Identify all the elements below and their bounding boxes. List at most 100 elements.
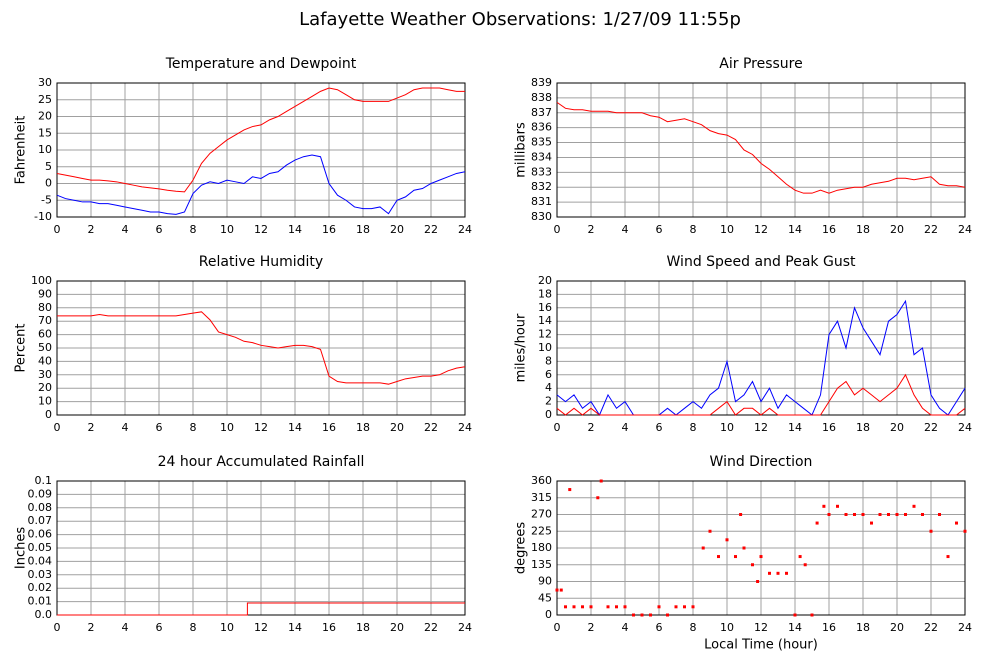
x-tick-label: 18 <box>356 421 370 434</box>
point <box>963 529 967 533</box>
x-tick-label: 24 <box>958 421 972 434</box>
x-tick-label: 16 <box>322 421 336 434</box>
y-tick-label: 100 <box>31 274 52 287</box>
series-line <box>556 299 966 417</box>
x-tick-label: 12 <box>754 621 768 634</box>
y-tick-label: 225 <box>531 524 552 537</box>
point <box>599 479 603 483</box>
y-tick-label: -10 <box>34 210 52 223</box>
point <box>674 605 678 609</box>
x-tick-label: 6 <box>156 421 163 434</box>
y-tick-label: 30 <box>38 76 52 89</box>
x-tick-label: 6 <box>656 223 663 236</box>
point <box>810 613 814 617</box>
x-tick-label: 12 <box>754 223 768 236</box>
series-line <box>56 154 466 215</box>
y-tick-label: 12 <box>538 328 552 341</box>
y-axis-label: Inches <box>14 527 29 569</box>
y-tick-label: 50 <box>38 341 52 354</box>
y-tick-label: 0.1 <box>35 474 53 487</box>
y-tick-label: 0 <box>45 177 52 190</box>
y-tick-label: 837 <box>531 106 552 119</box>
y-tick-label: 315 <box>531 491 552 504</box>
point <box>793 613 797 617</box>
x-tick-label: 18 <box>356 223 370 236</box>
y-tick-label: 836 <box>531 121 552 134</box>
point <box>691 605 695 609</box>
plot-frame <box>56 82 466 218</box>
series-line <box>556 373 966 416</box>
y-tick-label: 0.08 <box>28 501 53 514</box>
x-tick-label: 6 <box>656 421 663 434</box>
y-tick-label: 0.06 <box>28 528 53 541</box>
y-axis-label: millibars <box>514 122 529 178</box>
point <box>836 504 839 508</box>
y-tick-label: 80 <box>38 301 52 314</box>
point <box>623 605 627 609</box>
x-tick-label: 10 <box>220 223 234 236</box>
y-tick-label: 832 <box>531 180 552 193</box>
y-tick-label: 834 <box>531 150 552 163</box>
y-tick-label: 10 <box>538 341 552 354</box>
x-tick-label: 8 <box>690 421 697 434</box>
x-tick-label: 8 <box>190 621 197 634</box>
x-tick-label: 2 <box>588 421 595 434</box>
x-tick-label: 24 <box>958 223 972 236</box>
x-tick-label: 24 <box>458 421 472 434</box>
x-tick-label: 0 <box>554 421 561 434</box>
x-tick-label: 14 <box>288 421 302 434</box>
series-line <box>57 311 466 385</box>
x-tick-label: 0 <box>554 223 561 236</box>
point <box>666 613 669 617</box>
series-line <box>56 87 465 193</box>
point <box>827 513 831 516</box>
point <box>768 571 771 575</box>
x-tick-label: 14 <box>788 421 802 434</box>
point <box>734 555 737 559</box>
x-tick-label: 20 <box>890 621 904 634</box>
point <box>904 513 907 516</box>
x-tick-label: 24 <box>958 621 972 634</box>
x-tick-label: 8 <box>190 421 197 434</box>
x-axis-label: Local Time (hour) <box>704 638 818 653</box>
x-tick-label: 14 <box>788 223 802 236</box>
point <box>946 555 950 559</box>
x-tick-label: 12 <box>254 621 268 634</box>
x-tick-label: 2 <box>588 621 595 634</box>
y-tick-label: 830 <box>531 210 552 223</box>
point <box>649 613 652 617</box>
y-tick-label: 20 <box>538 274 552 287</box>
y-tick-label: 60 <box>38 328 52 341</box>
y-tick-label: 0.04 <box>28 554 53 567</box>
x-tick-label: 20 <box>390 421 404 434</box>
chart-title: 24 hour Accumulated Rainfall <box>158 454 365 470</box>
y-tick-label: 2 <box>545 395 552 408</box>
y-tick-label: 0.0 <box>35 608 53 621</box>
x-tick-label: 10 <box>220 421 234 434</box>
plot-frame <box>56 480 466 616</box>
point <box>756 580 760 583</box>
y-tick-label: 8 <box>545 354 552 367</box>
point <box>815 521 819 525</box>
y-tick-label: 6 <box>545 368 552 381</box>
point <box>955 521 958 525</box>
x-tick-label: 2 <box>88 421 95 434</box>
plot-frame <box>556 480 966 616</box>
point <box>657 605 661 609</box>
x-tick-label: 22 <box>424 621 438 634</box>
plot-frame <box>556 82 966 218</box>
point <box>564 605 567 609</box>
point <box>596 496 600 500</box>
y-tick-label: 0.09 <box>28 487 53 500</box>
y-tick-label: 0.03 <box>28 568 53 581</box>
point <box>929 529 933 533</box>
y-tick-label: 0.02 <box>28 581 53 594</box>
y-tick-label: 15 <box>38 126 52 139</box>
point <box>742 546 746 550</box>
y-tick-label: 135 <box>531 558 552 571</box>
y-tick-label: 0 <box>45 408 52 421</box>
y-tick-label: 10 <box>38 395 52 408</box>
x-tick-label: 20 <box>390 223 404 236</box>
x-tick-label: 0 <box>54 421 61 434</box>
